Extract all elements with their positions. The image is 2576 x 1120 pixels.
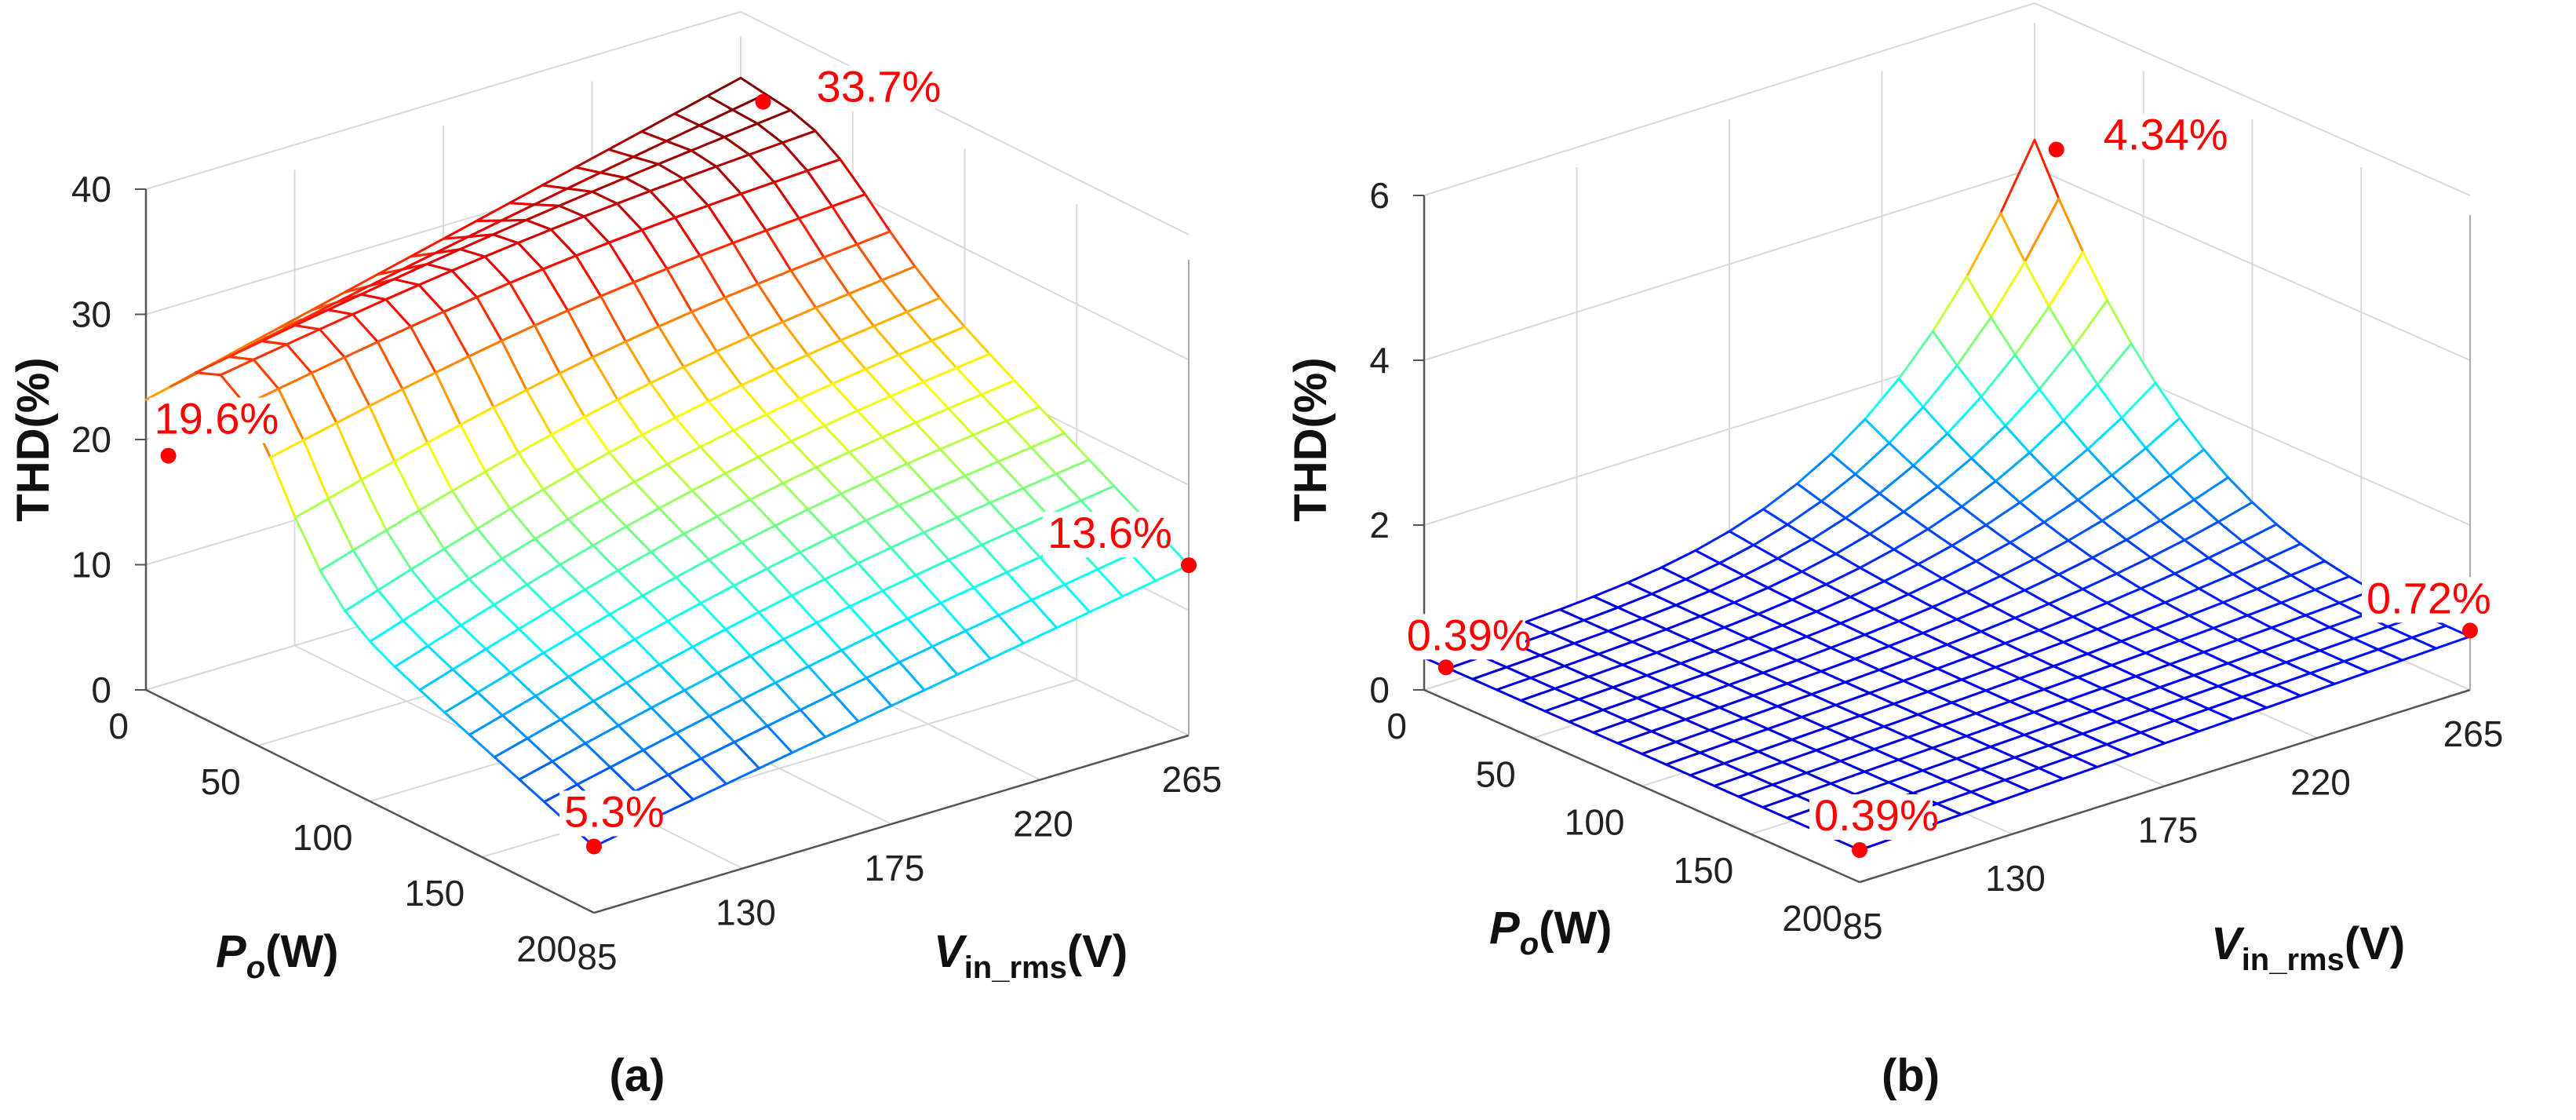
x-tick-label: 150 [1674,850,1734,891]
annotation-marker [2462,622,2478,639]
y-tick-label: 130 [1985,858,2046,899]
x-tick-label: 150 [405,873,465,914]
annotation-marker [1181,557,1197,574]
y-axis-label: Vin_rms(V) [934,926,1128,985]
z-tick-label: 6 [1369,175,1390,216]
y-tick-label: 175 [865,848,925,888]
y-axis-line [593,734,1190,914]
x-axis-label: Po(W) [216,926,339,985]
annotation-bg [1043,512,1166,558]
annotation-label: 5.3% [564,786,665,836]
x-axis-label-unit: (W) [1539,903,1612,954]
annotation-marker [755,93,771,110]
z-tick-label: 30 [71,294,111,335]
z-tick-label: 40 [71,169,111,210]
x-axis-label-var: P [1489,903,1520,954]
annotation-label: 0.39% [1814,790,1939,840]
tick-labels: 0 2 4 6 0 50 100 150 200 85 130 175 220 265 [1369,175,2503,947]
z-tick-label: 0 [91,669,111,710]
panel-caption: (b) [1882,1050,1940,1101]
x-axis-label-sub: o [246,950,265,985]
y-tick-label: 220 [1013,804,1073,845]
x-tick-label: 50 [201,761,241,802]
y-axis-label-unit: (V) [2345,918,2405,969]
x-tick-label: 50 [1476,753,1516,794]
y-tick-label: 175 [2138,810,2199,851]
x-axis-label: Po(W) [1489,903,1612,961]
annotation-label: 13.6% [1048,508,1172,557]
annotation-bg [559,790,660,837]
annotation-marker [160,447,177,464]
annotation-marker [2048,141,2064,158]
annotation-bg [149,397,273,443]
annotation-label: 33.7% [817,62,942,111]
z-tick-label: 2 [1369,505,1390,545]
annotation-label: 19.6% [155,394,279,443]
y-axis-label: Vin_rms(V) [2211,918,2405,977]
annotation-bg [811,65,935,111]
y-tick-label: 85 [577,936,617,977]
y-tick-label: 130 [716,892,776,933]
annotations: 33.7% 19.6% 13.6% 5.3% [149,62,1197,855]
y-axis-label-var: V [2211,918,2245,969]
surface-mesh [144,76,1190,848]
chart-panel-b: 0 2 4 6 0 50 100 150 200 85 130 175 220 265 THD(%) Po(W… [1285,2,2503,1101]
z-gridline [1423,2,2471,196]
z-gridline [145,10,1190,235]
z-tick-label: 20 [71,419,111,460]
x-axis-label-sub: o [1520,927,1539,961]
annotation-marker [1852,842,1867,859]
y-tick-label: 85 [1842,906,1882,947]
annotation-label: 0.39% [1407,610,1532,659]
x-tick-label: 200 [1782,898,1842,939]
x-tick-label: 0 [108,706,129,746]
tick-labels: 0 10 20 30 40 0 50 100 150 200 85 130 175 220 265 [71,169,1222,977]
x-tick-label: 200 [516,928,577,969]
x-axis-line [145,688,595,914]
annotation-label: 4.34% [2104,110,2228,159]
x-tick-label: 100 [1565,802,1625,843]
z-tick-label: 10 [71,545,111,586]
y-axis-label-sub: in_rms [964,950,1067,985]
x-axis-label-unit: (W) [265,926,338,977]
y-tick-label: 265 [2443,713,2504,754]
annotation-bg [1809,794,1933,841]
annotations: 4.34% 0.39% 0.72% 0.39% [1401,110,2491,859]
y-tick-label: 220 [2290,761,2351,802]
y-axis-label-var: V [934,926,967,977]
z-tick-label: 0 [1369,669,1390,710]
annotation-bg [1401,614,1525,660]
y-axis-line [1859,688,2471,884]
surface-mesh [1423,138,2472,852]
y-tick-label: 265 [1162,759,1222,800]
x-axis-label-var: P [216,926,246,977]
annotation-bg [2098,113,2222,159]
chart-panel-a: 0 10 20 30 40 0 50 100 150 200 85 130 175 220 265 THD(%… [8,10,1222,1101]
panel-caption: (a) [610,1050,665,1101]
annotation-marker [1437,659,1454,676]
x-axis-line [1423,688,1860,884]
annotation-marker [586,838,602,855]
z-axis-label: THD(%) [1285,357,1336,521]
z-tick-label: 4 [1369,340,1390,381]
y-axis-label-unit: (V) [1067,926,1128,977]
x-tick-label: 0 [1386,706,1407,746]
z-axis-label: THD(%) [8,357,59,521]
annotation-bg [2362,577,2485,623]
x-tick-label: 100 [293,817,353,858]
annotation-label: 0.72% [2366,573,2491,622]
y-axis-label-sub: in_rms [2242,943,2345,977]
